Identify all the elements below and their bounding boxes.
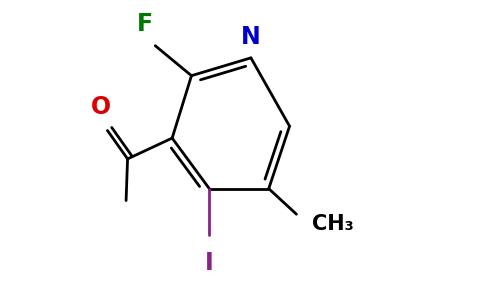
Text: N: N [241,25,261,49]
Text: F: F [137,12,153,36]
Text: CH₃: CH₃ [312,214,354,234]
Text: O: O [91,95,111,119]
Text: I: I [205,251,213,275]
